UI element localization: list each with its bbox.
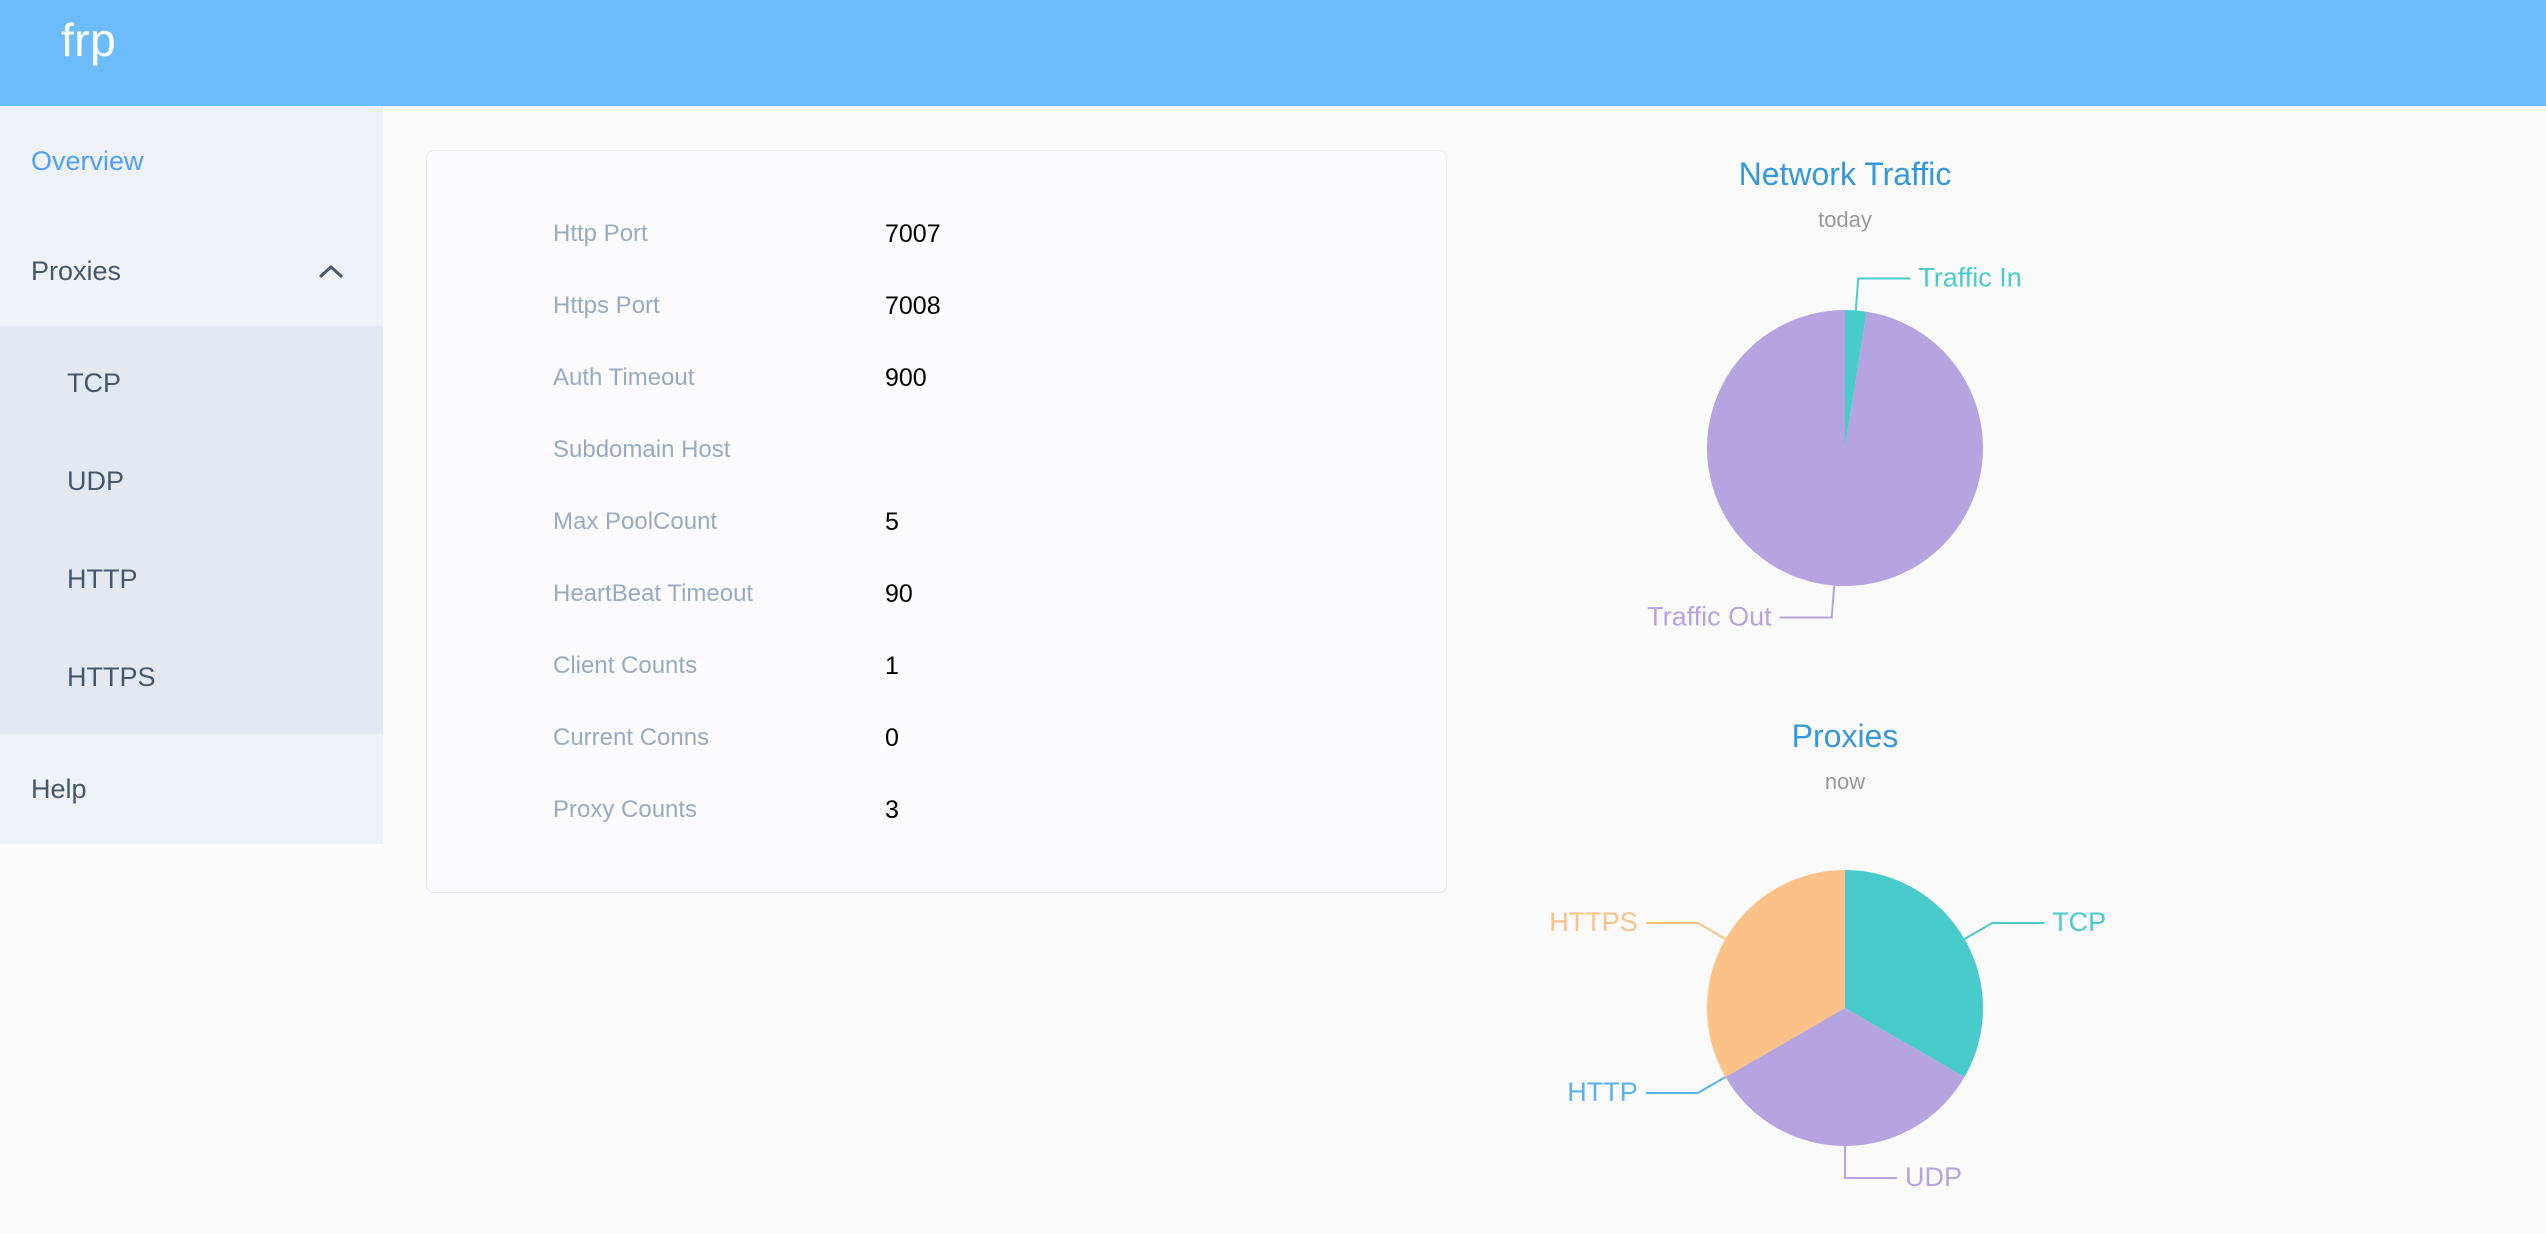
pie-label-https: HTTPS xyxy=(1549,907,1638,937)
pie-label-http: HTTP xyxy=(1567,1077,1638,1107)
pie-slice-https xyxy=(1707,870,1845,1077)
field-value: 3 xyxy=(885,795,899,824)
card-row: Http Port 7007 xyxy=(427,198,1446,270)
sidebar-item-proxies[interactable]: Proxies xyxy=(0,216,383,326)
pie-label-tcp: TCP xyxy=(2052,907,2106,937)
sidebar-subitem-http[interactable]: HTTP xyxy=(0,530,383,628)
field-value: 7007 xyxy=(885,219,941,248)
field-value: 1 xyxy=(885,651,899,680)
field-label: HeartBeat Timeout xyxy=(553,580,754,607)
chevron-up-icon xyxy=(319,256,343,287)
sidebar-subitem-https[interactable]: HTTPS xyxy=(0,628,383,726)
field-label: Auth Timeout xyxy=(553,364,695,391)
field-label: Subdomain Host xyxy=(553,436,731,463)
pie-label-line-udp xyxy=(1844,1146,1897,1179)
main-layout: Overview Proxies TCP UDP HTTP xyxy=(0,106,2546,1201)
charts-column: Network Traffic today Traffic In Traffic … xyxy=(1545,106,2145,1201)
card-row: Proxy Counts 3 xyxy=(427,774,1446,846)
sidebar-subitem-https-label: HTTPS xyxy=(67,662,156,692)
server-info-card: Http Port 7007 Https Port 7008 Auth Time… xyxy=(426,150,1447,893)
field-label: Https Port xyxy=(553,292,660,319)
pie-label-line-traffic-in xyxy=(1854,277,1911,311)
field-label: Proxy Counts xyxy=(553,796,698,823)
sidebar-item-help[interactable]: Help xyxy=(0,734,383,844)
sidebar-subitem-tcp[interactable]: TCP xyxy=(0,334,383,432)
app-logo: frp xyxy=(61,14,117,66)
field-label: Max PoolCount xyxy=(553,508,718,535)
sidebar: Overview Proxies TCP UDP HTTP xyxy=(0,106,383,844)
pie-label-traffic-out: Traffic Out xyxy=(1647,602,1772,632)
proxies-pie-chart: TCP UDP HTTP HTTPS xyxy=(1549,870,2106,1192)
field-label: Current Conns xyxy=(553,724,710,751)
content-area: Http Port 7007 Https Port 7008 Auth Time… xyxy=(426,150,1447,893)
field-label: Http Port xyxy=(553,220,648,247)
field-label: Client Counts xyxy=(553,652,698,679)
pie-label-line-traffic-out xyxy=(1779,585,1836,619)
card-row: HeartBeat Timeout 90 xyxy=(427,558,1446,630)
network-traffic-pie-chart: Traffic In Traffic Out xyxy=(1647,263,2022,632)
pie-label-line-https xyxy=(1645,922,1727,940)
card-row: Max PoolCount 5 xyxy=(427,486,1446,558)
card-row: Auth Timeout 900 xyxy=(427,342,1446,414)
sidebar-subitem-http-label: HTTP xyxy=(67,564,138,594)
proxies-chart-title: Proxies xyxy=(1791,718,1899,754)
network-traffic-chart-title: Network Traffic xyxy=(1738,156,1952,192)
app-header: frp xyxy=(0,0,2546,106)
sidebar-subitem-udp[interactable]: UDP xyxy=(0,432,383,530)
proxies-submenu: TCP UDP HTTP HTTPS xyxy=(0,326,383,734)
pie-label-line-http xyxy=(1645,1076,1727,1094)
sidebar-menu: Overview Proxies TCP UDP HTTP xyxy=(0,106,383,844)
pie-slice-traffic-out xyxy=(1707,310,1984,586)
pie-slice-traffic-in xyxy=(1845,310,1867,448)
sidebar-item-proxies-label: Proxies xyxy=(31,255,122,286)
field-value: 7008 xyxy=(885,291,941,320)
field-value: 0 xyxy=(885,723,899,752)
card-row: Https Port 7008 xyxy=(427,270,1446,342)
pie-slice-tcp xyxy=(1845,870,1983,1077)
pie-label-udp: UDP xyxy=(1905,1162,1962,1192)
card-row: Current Conns 0 xyxy=(427,702,1446,774)
pie-label-traffic-in: Traffic In xyxy=(1918,263,2022,293)
proxies-chart-subtitle: now xyxy=(1824,769,1866,794)
sidebar-subitem-tcp-label: TCP xyxy=(67,368,121,398)
card-row: Client Counts 1 xyxy=(427,630,1446,702)
field-value: 5 xyxy=(885,507,899,536)
field-value: 90 xyxy=(885,579,913,608)
sidebar-subitem-udp-label: UDP xyxy=(67,466,125,496)
pie-slice-udp xyxy=(1725,1008,1965,1146)
network-traffic-chart-subtitle: today xyxy=(1818,207,1872,232)
sidebar-item-overview[interactable]: Overview xyxy=(0,106,383,216)
sidebar-item-help-label: Help xyxy=(31,774,87,804)
sidebar-item-overview-label: Overview xyxy=(31,146,144,176)
field-value: 900 xyxy=(885,363,927,392)
card-row: Subdomain Host xyxy=(427,414,1446,486)
pie-label-line-tcp xyxy=(1963,922,2045,940)
